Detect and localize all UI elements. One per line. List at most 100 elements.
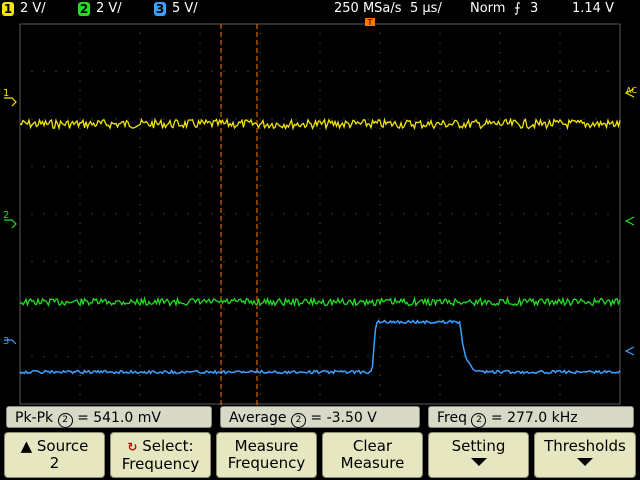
grid-dot: [607, 356, 609, 357]
trigger-level[interactable]: 1.14 V: [572, 1, 614, 16]
grid-dot: [199, 403, 201, 405]
channel-3-marker[interactable]: 3: [3, 336, 17, 347]
grid-dot: [331, 356, 333, 357]
grid-dot: [583, 261, 585, 262]
grid-dot: [139, 156, 141, 158]
grid-dot: [199, 118, 201, 120]
grid-dot: [199, 251, 201, 253]
channel-2-marker[interactable]: 2: [3, 210, 17, 229]
softkey-clear-measure[interactable]: Clear Measure: [322, 432, 423, 478]
measurement-label: Average: [229, 410, 287, 426]
grid-dot: [259, 90, 261, 91]
grid-dot: [427, 356, 429, 357]
grid-dot: [439, 346, 441, 348]
grid-dot: [463, 71, 465, 72]
grid-dot: [199, 375, 201, 376]
grid-dot: [79, 327, 81, 329]
grid-dot: [499, 194, 501, 196]
measurement-pk-pk[interactable]: Pk-Pk 2 = 541.0 mV: [6, 406, 212, 428]
grid-dot: [31, 261, 33, 262]
grid-dot: [199, 232, 201, 234]
grid-dot: [439, 337, 441, 338]
grid-dot: [379, 337, 381, 338]
grid-dot: [307, 166, 309, 167]
cursor-lines[interactable]: [220, 24, 258, 405]
grid-dot: [223, 308, 225, 310]
waveform-display[interactable]: T 1 2 3 AC: [0, 18, 640, 405]
grid-dot: [511, 261, 513, 262]
measurement-average[interactable]: Average 2 = -3.50 V: [220, 406, 420, 428]
grid-dot: [151, 356, 153, 357]
softkey-setting[interactable]: Setting: [428, 432, 529, 478]
grid-dot: [199, 90, 201, 91]
grid-dot: [463, 166, 465, 167]
grid-dot: [559, 403, 561, 405]
grid-dot: [391, 356, 393, 357]
trigger-level-marker[interactable]: AC: [624, 86, 637, 98]
channel-2-badge: 2: [78, 1, 90, 16]
grid-dot: [199, 80, 201, 82]
grid-dot: [259, 109, 261, 110]
grid-dot: [79, 23, 81, 25]
softkey-source[interactable]: ▲ Source 2: [4, 432, 105, 478]
grid-dot: [499, 80, 501, 82]
grid-dot: [235, 71, 237, 72]
trigger-position-marker[interactable]: T: [365, 18, 375, 27]
grid-dot: [439, 251, 441, 253]
grid-dot: [379, 261, 381, 262]
grid-dot: [79, 384, 81, 386]
channel-3-scale[interactable]: 3 5 V/: [154, 1, 198, 16]
grid-dot: [283, 166, 285, 167]
softkey-measure-frequency[interactable]: Measure Frequency: [216, 432, 317, 478]
channel-1-marker[interactable]: 1: [3, 88, 17, 107]
grid-dot: [439, 185, 441, 186]
grid-dot: [175, 71, 177, 72]
grid-dot: [571, 261, 573, 262]
grid-dot: [103, 166, 105, 167]
grid-dot: [139, 213, 141, 215]
grid-dot: [139, 61, 141, 63]
grid-dot: [79, 223, 81, 224]
grid-dot: [139, 42, 141, 44]
grid-dot: [379, 175, 381, 177]
grid-dot: [319, 270, 321, 272]
grid-dot: [199, 194, 201, 196]
grid-dot: [439, 261, 441, 262]
grid-dot: [295, 213, 297, 215]
measurement-value: = -3.50 V: [310, 410, 377, 426]
grid-dot: [367, 356, 369, 357]
grid-dot: [499, 308, 501, 310]
grid-dot: [439, 109, 441, 110]
channel-2-scale[interactable]: 2 2 V/: [78, 1, 122, 16]
grid-dot: [343, 261, 345, 262]
grid-dot: [319, 346, 321, 348]
softkey-select[interactable]: ↻ Select: Frequency: [110, 432, 211, 478]
grid-dot: [139, 194, 141, 196]
grid-dot: [175, 166, 177, 167]
grid-dot: [319, 356, 321, 357]
submenu-arrow-icon: [470, 458, 487, 466]
trigger-source[interactable]: 3: [530, 1, 539, 16]
grid-dot: [319, 147, 321, 148]
grid-dot: [559, 99, 561, 101]
grid-dot: [211, 261, 213, 262]
timebase[interactable]: 5 µs/: [410, 1, 442, 16]
grid-dot: [511, 308, 513, 310]
grid-dot: [439, 223, 441, 224]
grid-dot: [163, 166, 165, 167]
trigger-mode[interactable]: Norm: [470, 1, 506, 16]
measurement-frequency[interactable]: Freq 2 = 277.0 kHz: [428, 406, 634, 428]
channel-1-scale[interactable]: 1 2 V/: [2, 1, 46, 16]
grid-dot: [511, 118, 513, 120]
grid-dot: [463, 356, 465, 357]
grid-dot: [379, 270, 381, 272]
grid-dot: [199, 109, 201, 110]
grid-dot: [259, 232, 261, 234]
grid-dot: [79, 156, 81, 158]
grid-dot: [307, 71, 309, 72]
grid-dot: [439, 156, 441, 158]
softkey-thresholds[interactable]: Thresholds: [534, 432, 636, 478]
grid-dot: [19, 356, 21, 357]
grid-dot: [379, 394, 381, 395]
grid-dot: [199, 365, 201, 367]
